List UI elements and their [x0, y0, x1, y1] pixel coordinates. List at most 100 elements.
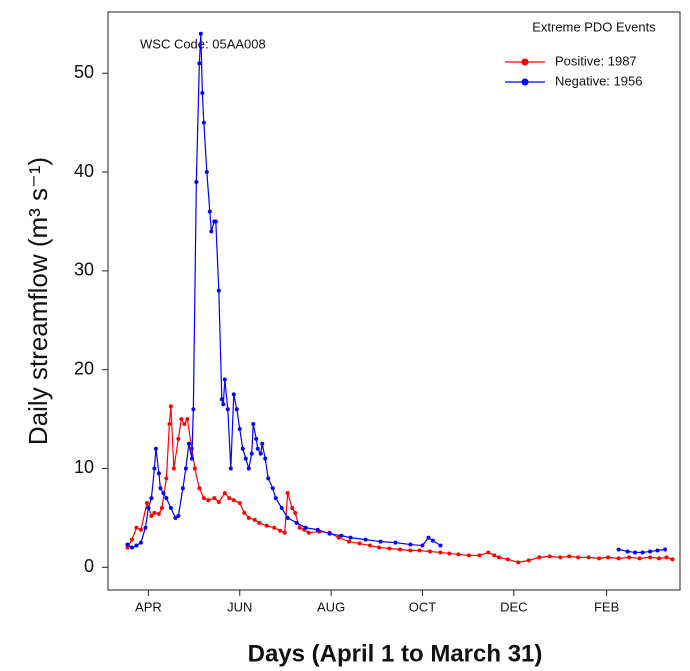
data-point	[158, 486, 163, 491]
data-point	[240, 446, 245, 451]
data-point	[633, 550, 638, 555]
data-point	[368, 543, 373, 548]
y-tick-label: 10	[74, 457, 94, 477]
data-point	[327, 531, 332, 536]
data-point	[637, 556, 642, 561]
data-point	[257, 520, 262, 525]
data-point	[640, 550, 645, 555]
data-point	[297, 525, 302, 530]
data-point	[282, 530, 287, 535]
data-point	[171, 466, 176, 471]
data-point	[225, 407, 230, 412]
plot-frame	[107, 11, 681, 591]
data-point	[129, 537, 134, 542]
data-point	[258, 451, 263, 456]
data-point	[125, 545, 130, 550]
legend-title: Extreme PDO Events	[532, 19, 656, 34]
data-point	[207, 209, 212, 214]
data-point	[303, 525, 308, 530]
data-point	[146, 505, 151, 510]
data-point	[159, 505, 164, 510]
data-point	[663, 547, 668, 552]
data-point	[486, 550, 491, 555]
data-point	[194, 179, 199, 184]
data-point	[180, 486, 185, 491]
data-point	[161, 491, 166, 496]
data-point	[186, 441, 191, 446]
annotation: WSC Code: 05AA008	[140, 36, 266, 51]
x-tick-label: JUN	[227, 599, 252, 614]
data-point	[249, 451, 254, 456]
data-point	[164, 476, 169, 481]
data-point	[129, 545, 134, 550]
data-point	[216, 500, 221, 505]
legend-label: Negative: 1956	[555, 73, 642, 88]
data-point	[153, 446, 158, 451]
data-point	[246, 515, 251, 520]
data-point	[670, 557, 675, 562]
data-point	[363, 537, 368, 542]
data-point	[616, 547, 621, 552]
data-point	[348, 535, 353, 540]
data-point	[201, 496, 206, 501]
data-point	[597, 556, 602, 561]
data-point	[378, 539, 383, 544]
data-point	[176, 513, 181, 518]
y-tick-label: 0	[84, 556, 94, 576]
data-point	[438, 543, 443, 548]
data-point	[168, 404, 173, 409]
data-point	[125, 542, 130, 547]
data-point	[357, 541, 362, 546]
data-point	[134, 525, 139, 530]
data-point	[315, 527, 320, 532]
data-point	[456, 552, 461, 557]
legend-label: Positive: 1987	[555, 53, 637, 68]
data-point	[182, 422, 187, 427]
data-point	[347, 539, 352, 544]
data-point	[625, 549, 630, 554]
data-point	[138, 527, 143, 532]
data-point	[254, 436, 259, 441]
data-point	[627, 555, 632, 560]
data-point	[156, 471, 161, 476]
data-point	[273, 496, 278, 501]
data-point	[387, 546, 392, 551]
x-tick-label: APR	[135, 599, 162, 614]
data-point	[234, 407, 239, 412]
data-point	[243, 456, 248, 461]
x-axis-title: Days (April 1 to March 31)	[248, 640, 543, 667]
data-point	[408, 548, 413, 553]
data-point	[263, 456, 268, 461]
data-point	[278, 528, 283, 533]
data-point	[192, 466, 197, 471]
data-point	[149, 496, 154, 501]
data-point	[134, 543, 139, 548]
data-point	[212, 496, 217, 501]
data-point	[426, 535, 431, 540]
data-point	[237, 426, 242, 431]
data-point	[657, 556, 662, 561]
data-point	[417, 548, 422, 553]
data-point	[547, 554, 552, 559]
y-axis-title: Daily streamflow (m³ s⁻¹)	[23, 157, 53, 445]
data-point	[209, 229, 214, 234]
data-point	[149, 513, 154, 518]
y-tick-label: 30	[74, 260, 94, 280]
data-point	[204, 170, 209, 175]
data-point	[156, 511, 161, 516]
x-tick-label: AUG	[317, 599, 345, 614]
data-point	[200, 91, 205, 96]
data-point	[231, 498, 236, 503]
data-point	[183, 466, 188, 471]
data-point	[505, 557, 510, 562]
data-point	[143, 525, 148, 530]
data-point	[606, 555, 611, 560]
data-point	[167, 422, 172, 427]
data-point	[189, 456, 194, 461]
data-point	[397, 547, 402, 552]
data-point	[576, 555, 581, 560]
data-point	[251, 422, 256, 427]
data-point	[168, 505, 173, 510]
data-point	[377, 545, 382, 550]
